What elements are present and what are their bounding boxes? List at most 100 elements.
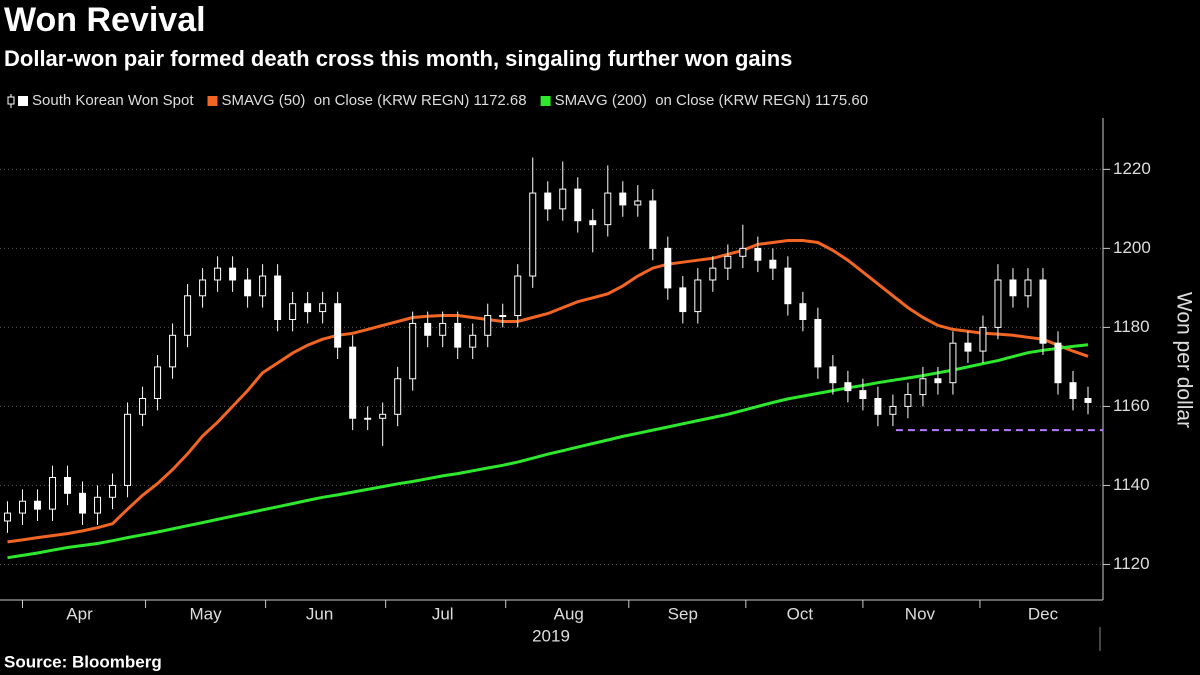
- candle-body: [919, 378, 927, 396]
- y-tick-label: 1200: [1113, 238, 1151, 257]
- candle-body: [784, 267, 792, 305]
- candle-body: [124, 413, 132, 486]
- candle-body: [694, 279, 702, 313]
- candle-body: [544, 192, 552, 210]
- candle-body: [304, 303, 312, 313]
- candle-body: [514, 275, 522, 317]
- candle-body: [439, 322, 447, 336]
- legend-swatch: [540, 96, 551, 106]
- candle-body: [739, 247, 747, 257]
- candle-body: [664, 247, 672, 289]
- candle-body: [859, 390, 867, 400]
- x-tick-label: Sep: [668, 604, 698, 623]
- candle-body: [409, 322, 417, 380]
- candle-body: [274, 275, 282, 320]
- candle-body: [199, 279, 207, 297]
- candle-body: [709, 267, 717, 281]
- candle-body: [169, 334, 177, 368]
- candle-body: [34, 500, 42, 510]
- y-tick-label: 1180: [1113, 317, 1150, 336]
- candle-body: [64, 477, 72, 494]
- candle-body: [244, 279, 252, 297]
- candle-body: [619, 192, 627, 206]
- candle-body: [1024, 279, 1032, 297]
- candle-body: [79, 492, 87, 514]
- candle-body: [799, 303, 807, 320]
- chart-subtitle: Dollar-won pair formed death cross this …: [4, 46, 792, 71]
- candle-body: [559, 188, 567, 210]
- legend: South Korean Won Spot SMAVG (50) on Close…: [7, 92, 868, 109]
- candle-body: [724, 255, 732, 269]
- candle-body: [4, 512, 12, 522]
- ma-line: [7, 343, 1089, 560]
- candle-body: [679, 287, 687, 313]
- candle-body: [154, 366, 162, 400]
- candle-body: [499, 315, 507, 318]
- x-tick-label: Apr: [66, 604, 93, 623]
- candle-body: [49, 477, 57, 510]
- candle-body: [289, 303, 297, 320]
- legend-label: SMAVG (50) on Close (KRW REGN) 1172.68: [222, 92, 527, 109]
- candle-body: [1069, 382, 1077, 400]
- x-tick-label: Aug: [554, 604, 584, 623]
- y-tick-label: 1160: [1113, 396, 1150, 415]
- candle-body: [994, 279, 1002, 328]
- candle-body: [319, 303, 327, 313]
- y-tick-label: 1220: [1113, 159, 1151, 178]
- chart-title: Won Revival: [4, 1, 206, 39]
- candle-body: [484, 315, 492, 336]
- x-tick-label: Nov: [905, 604, 936, 623]
- candle-body: [214, 267, 222, 281]
- x-tick-label: May: [190, 604, 223, 623]
- candle-body: [349, 346, 357, 419]
- candle-body: [1054, 342, 1062, 384]
- legend-swatch: [207, 96, 218, 106]
- legend-label: South Korean Won Spot: [32, 92, 194, 109]
- candle-body: [424, 322, 432, 336]
- candle-body: [334, 303, 342, 348]
- candle-body: [754, 247, 762, 261]
- y-axis-title: Won per dollar: [1172, 292, 1195, 428]
- ma-line: [7, 239, 1089, 544]
- candle-body: [184, 295, 192, 336]
- candle-body: [649, 200, 657, 249]
- x-tick-label: Oct: [787, 604, 814, 623]
- candle-body: [904, 394, 912, 407]
- y-tick-label: 1140: [1113, 475, 1150, 494]
- candle-body: [94, 496, 102, 514]
- candle-body: [454, 322, 462, 348]
- candle-body: [574, 188, 582, 222]
- candle-body: [1009, 279, 1017, 297]
- legend-label: SMAVG (200) on Close (KRW REGN) 1175.60: [555, 92, 868, 109]
- source: Source: Bloomberg: [4, 652, 162, 671]
- y-tick-label: 1120: [1113, 554, 1150, 573]
- candle-body: [259, 275, 267, 297]
- candle-body: [229, 267, 237, 281]
- candle-body: [829, 366, 837, 384]
- candle-body: [589, 220, 597, 226]
- candle-body: [634, 200, 642, 206]
- x-axis-title: 2019: [532, 626, 570, 645]
- candle-body: [379, 413, 387, 419]
- candle-body: [19, 500, 27, 514]
- candle-body: [889, 405, 897, 415]
- x-tick-label: Jun: [306, 604, 333, 623]
- candle-body: [1039, 279, 1047, 344]
- x-tick-label: Dec: [1028, 604, 1059, 623]
- candle-body: [394, 378, 402, 415]
- candle-body: [109, 484, 117, 498]
- legend-swatch: [18, 96, 28, 106]
- candle-body: [769, 259, 777, 269]
- candle-body: [604, 192, 612, 226]
- candle-body: [874, 398, 882, 415]
- candle-body: [814, 318, 822, 368]
- candle-body: [1084, 398, 1092, 403]
- candle-body: [844, 382, 852, 392]
- candle-body: [139, 398, 147, 415]
- candle-body: [934, 378, 942, 384]
- candle-body: [469, 334, 477, 348]
- candle-body: [529, 192, 537, 277]
- candle-body: [979, 326, 987, 352]
